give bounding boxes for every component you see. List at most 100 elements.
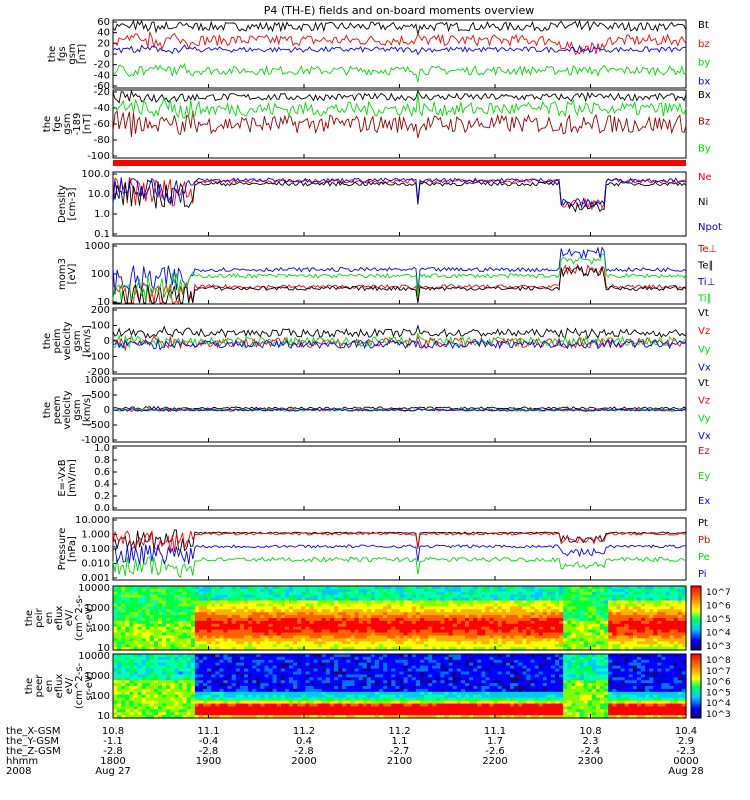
spectrogram-cell: [284, 671, 290, 675]
spectrogram-cell: [362, 641, 368, 645]
spectrogram-cell: [624, 644, 630, 648]
spectrogram-cell: [174, 638, 180, 642]
spectrogram-cell: [186, 609, 192, 613]
spectrogram-cell: [567, 597, 572, 602]
spectrogram-cell: [403, 597, 409, 602]
spectrogram-cell: [329, 697, 335, 702]
spectrogram-cell: [141, 656, 147, 661]
spectrogram-cell: [313, 662, 319, 667]
spectrogram-cell: [325, 626, 331, 631]
spectrogram-cell: [162, 709, 167, 713]
spectrogram-cell: [174, 706, 180, 710]
spectrogram-cell: [334, 638, 339, 642]
spectrogram-cell: [297, 612, 302, 616]
spectrogram-cell: [645, 620, 650, 625]
spectrogram-cell: [158, 680, 163, 684]
spectrogram-cell: [162, 644, 167, 648]
spectrogram-cell: [403, 618, 409, 622]
spectrogram-cell: [244, 683, 249, 687]
spectrogram-cell: [604, 638, 609, 642]
spectrogram-cell: [268, 656, 274, 661]
spectrogram-cell: [125, 603, 130, 607]
spectrogram-cell: [448, 623, 454, 628]
spectrogram-cell: [546, 612, 552, 616]
spectrogram-cell: [518, 606, 523, 610]
spectrogram-cell: [411, 683, 417, 687]
spectrogram-cell: [391, 691, 396, 696]
spectrogram-cell: [137, 709, 143, 713]
spectrogram-cell: [612, 603, 617, 607]
spectrogram-cell: [387, 594, 392, 599]
spectrogram-cell: [469, 641, 474, 645]
spectrogram-cell: [194, 632, 200, 636]
y-axis-title-line: eflux: [54, 606, 65, 631]
spectrogram-cell: [117, 606, 122, 610]
spectrogram-cell: [559, 591, 564, 596]
spectrogram-cell: [538, 594, 544, 599]
spectrogram-cell: [289, 597, 294, 602]
spectrogram-cell: [636, 586, 642, 590]
spectrogram-cell: [415, 659, 421, 664]
spectrogram-cell: [272, 691, 278, 696]
spectrogram-cell: [399, 638, 405, 642]
spectrogram-cell: [252, 703, 257, 707]
spectrogram-cell: [117, 697, 122, 702]
spectrogram-cell: [223, 662, 229, 667]
spectrogram-cell: [227, 629, 233, 634]
spectrogram-cell: [256, 615, 261, 619]
spectrogram-cell: [628, 629, 634, 634]
spectrogram-cell: [162, 688, 167, 693]
spectrogram-cell: [448, 594, 454, 599]
spectrogram-cell: [391, 677, 396, 681]
spectrogram-cell: [174, 618, 180, 622]
spectrogram-cell: [284, 706, 290, 710]
spectrogram-cell: [465, 626, 470, 631]
spectrogram-cell: [182, 712, 188, 716]
spectrogram-cell: [194, 668, 200, 672]
y-axis-title-line: (cm^2-s-: [74, 662, 85, 709]
spectrogram-cell: [158, 620, 163, 625]
spectrogram-cell: [203, 659, 208, 664]
spectrogram-cell: [636, 618, 642, 622]
spectrogram-cell: [121, 603, 126, 607]
spectrogram-cell: [121, 709, 126, 713]
spectrogram-cell: [182, 677, 188, 681]
spectrogram-cell: [170, 654, 175, 658]
spectrogram-cell: [374, 691, 380, 696]
spectrogram-cell: [309, 606, 315, 610]
spectrogram-cell: [215, 700, 220, 704]
spectrogram-cell: [342, 644, 347, 648]
spectrogram-cell: [362, 700, 368, 704]
spectrogram-cell: [354, 588, 360, 593]
spectrogram-cell: [162, 674, 167, 678]
spectrogram-cell: [207, 677, 212, 681]
spectrogram-cell: [252, 712, 257, 716]
spectrogram-cell: [219, 609, 225, 613]
spectrogram-cell: [546, 603, 552, 607]
spectrogram-cell: [174, 700, 180, 704]
panel-6: the peem velocity gsm [km/s]10005000-500-100…: [42, 375, 711, 446]
spectrogram-cell: [117, 586, 122, 590]
spectrogram-cell: [677, 647, 683, 651]
spectrogram-cell: [407, 623, 413, 628]
spectrogram-cell: [399, 647, 405, 651]
spectrogram-cell: [362, 712, 368, 716]
spectrogram-cell: [239, 612, 245, 616]
spectrogram-cell: [190, 712, 196, 716]
spectrogram-cell: [465, 594, 470, 599]
spectrogram-cell: [334, 600, 339, 604]
spectrogram-cell: [522, 612, 527, 616]
spectrogram-cell: [374, 654, 380, 658]
spectrogram-cell: [211, 697, 216, 702]
spectrogram-cell: [305, 641, 311, 645]
spectrogram-cell: [632, 629, 638, 634]
spectrogram-cell: [133, 694, 139, 699]
spectrogram-cell: [117, 644, 122, 648]
spectrogram-cell: [493, 615, 499, 619]
spectrogram-cell: [428, 586, 433, 590]
spectrogram-cell: [133, 644, 139, 648]
spectrogram-cell: [223, 615, 229, 619]
spectrogram-cell: [505, 635, 511, 639]
spectrogram-cell: [501, 620, 507, 625]
spectrogram-cell: [624, 647, 630, 651]
